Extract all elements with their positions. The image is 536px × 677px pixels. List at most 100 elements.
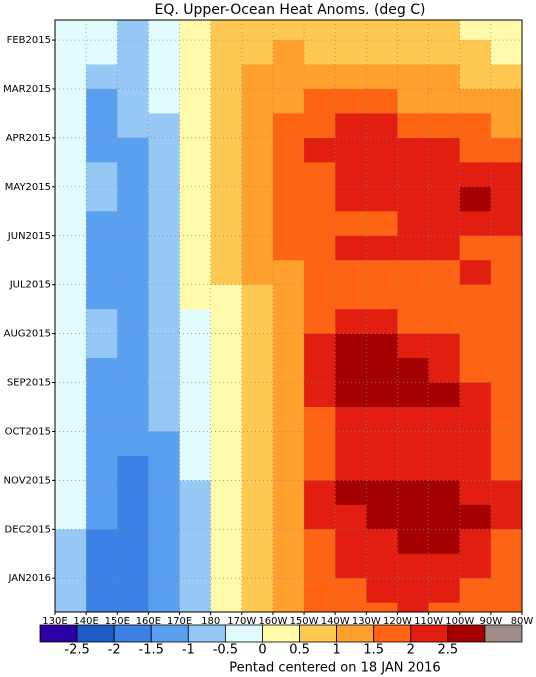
- cell: [397, 284, 430, 310]
- cell: [148, 20, 181, 41]
- cell: [490, 333, 522, 359]
- cell: [335, 260, 367, 286]
- cell: [117, 137, 149, 163]
- cell: [428, 88, 461, 114]
- cell: [117, 602, 149, 612]
- colorbar-label: 0: [258, 643, 266, 658]
- cell: [304, 358, 336, 384]
- y-tick-label: MAR2015: [3, 84, 51, 95]
- cell: [272, 382, 305, 408]
- cell: [148, 40, 181, 66]
- cell: [272, 64, 305, 90]
- cell: [272, 20, 305, 41]
- cell: [86, 64, 118, 90]
- cell: [55, 20, 87, 41]
- colorbar-label: 2: [407, 643, 415, 658]
- cell: [148, 553, 181, 579]
- cell: [148, 88, 181, 114]
- cell: [179, 333, 212, 359]
- x-tick-label: 80W: [511, 616, 534, 627]
- cell: [117, 431, 149, 457]
- cell: [428, 260, 461, 286]
- cell: [148, 162, 181, 188]
- colorbar-box: [410, 624, 449, 643]
- cell: [397, 407, 430, 432]
- cell: [55, 578, 87, 604]
- cell: [55, 529, 87, 555]
- cell: [210, 260, 243, 286]
- cell: [397, 113, 430, 139]
- cell: [86, 186, 118, 212]
- colorbar-box: [39, 624, 78, 643]
- colorbar-label: -0.5: [213, 643, 238, 658]
- cell: [335, 529, 367, 555]
- cell: [490, 162, 522, 188]
- cell: [179, 113, 212, 139]
- y-tick-label: JUL2015: [9, 280, 51, 291]
- cell: [179, 504, 212, 530]
- cell: [428, 309, 461, 335]
- colorbar-box: [76, 624, 115, 643]
- cell: [304, 529, 336, 555]
- x-tick-label: 170E: [167, 616, 192, 627]
- cell: [397, 358, 430, 384]
- cell: [241, 64, 274, 90]
- cell: [148, 358, 181, 384]
- cell: [86, 382, 118, 408]
- cell: [335, 113, 367, 139]
- cell: [397, 137, 430, 163]
- cell: [428, 529, 461, 555]
- cell: [304, 40, 336, 66]
- cell: [210, 431, 243, 457]
- cell: [179, 88, 212, 114]
- cell: [490, 40, 522, 66]
- cell: [272, 553, 305, 579]
- cell: [428, 211, 461, 237]
- cell: [366, 407, 398, 432]
- cell: [272, 186, 305, 212]
- cell: [335, 40, 367, 66]
- cell: [490, 20, 522, 41]
- cell: [459, 431, 492, 457]
- y-tick-label: JUN2015: [7, 231, 51, 242]
- cell: [459, 358, 492, 384]
- cell: [335, 235, 367, 261]
- cell: [210, 358, 243, 384]
- cell: [459, 64, 492, 90]
- y-tick-label: JAN2016: [7, 573, 51, 584]
- cell: [428, 504, 461, 530]
- cell: [117, 382, 149, 408]
- cell: [210, 20, 243, 41]
- cell: [490, 260, 522, 286]
- cell: [117, 260, 149, 286]
- cell: [86, 235, 118, 261]
- cell: [210, 211, 243, 237]
- cell: [179, 407, 212, 432]
- cell: [179, 40, 212, 66]
- cell: [459, 578, 492, 604]
- cell: [179, 260, 212, 286]
- colorbar-label: -1.5: [139, 643, 164, 658]
- cell: [335, 480, 367, 506]
- cell: [366, 235, 398, 261]
- cell: [241, 578, 274, 604]
- cell: [272, 431, 305, 457]
- cell: [210, 333, 243, 359]
- cell: [117, 553, 149, 579]
- cell: [210, 137, 243, 163]
- cell: [304, 113, 336, 139]
- cell: [179, 64, 212, 90]
- cell: [86, 113, 118, 139]
- colorbar-box: [150, 624, 189, 643]
- cell: [366, 260, 398, 286]
- cell: [335, 333, 367, 359]
- cell: [459, 40, 492, 66]
- cell: [366, 137, 398, 163]
- cell: [179, 211, 212, 237]
- cell: [86, 431, 118, 457]
- cell: [117, 455, 149, 481]
- cell: [55, 284, 87, 310]
- cell: [272, 235, 305, 261]
- cell: [397, 480, 430, 506]
- cell: [304, 162, 336, 188]
